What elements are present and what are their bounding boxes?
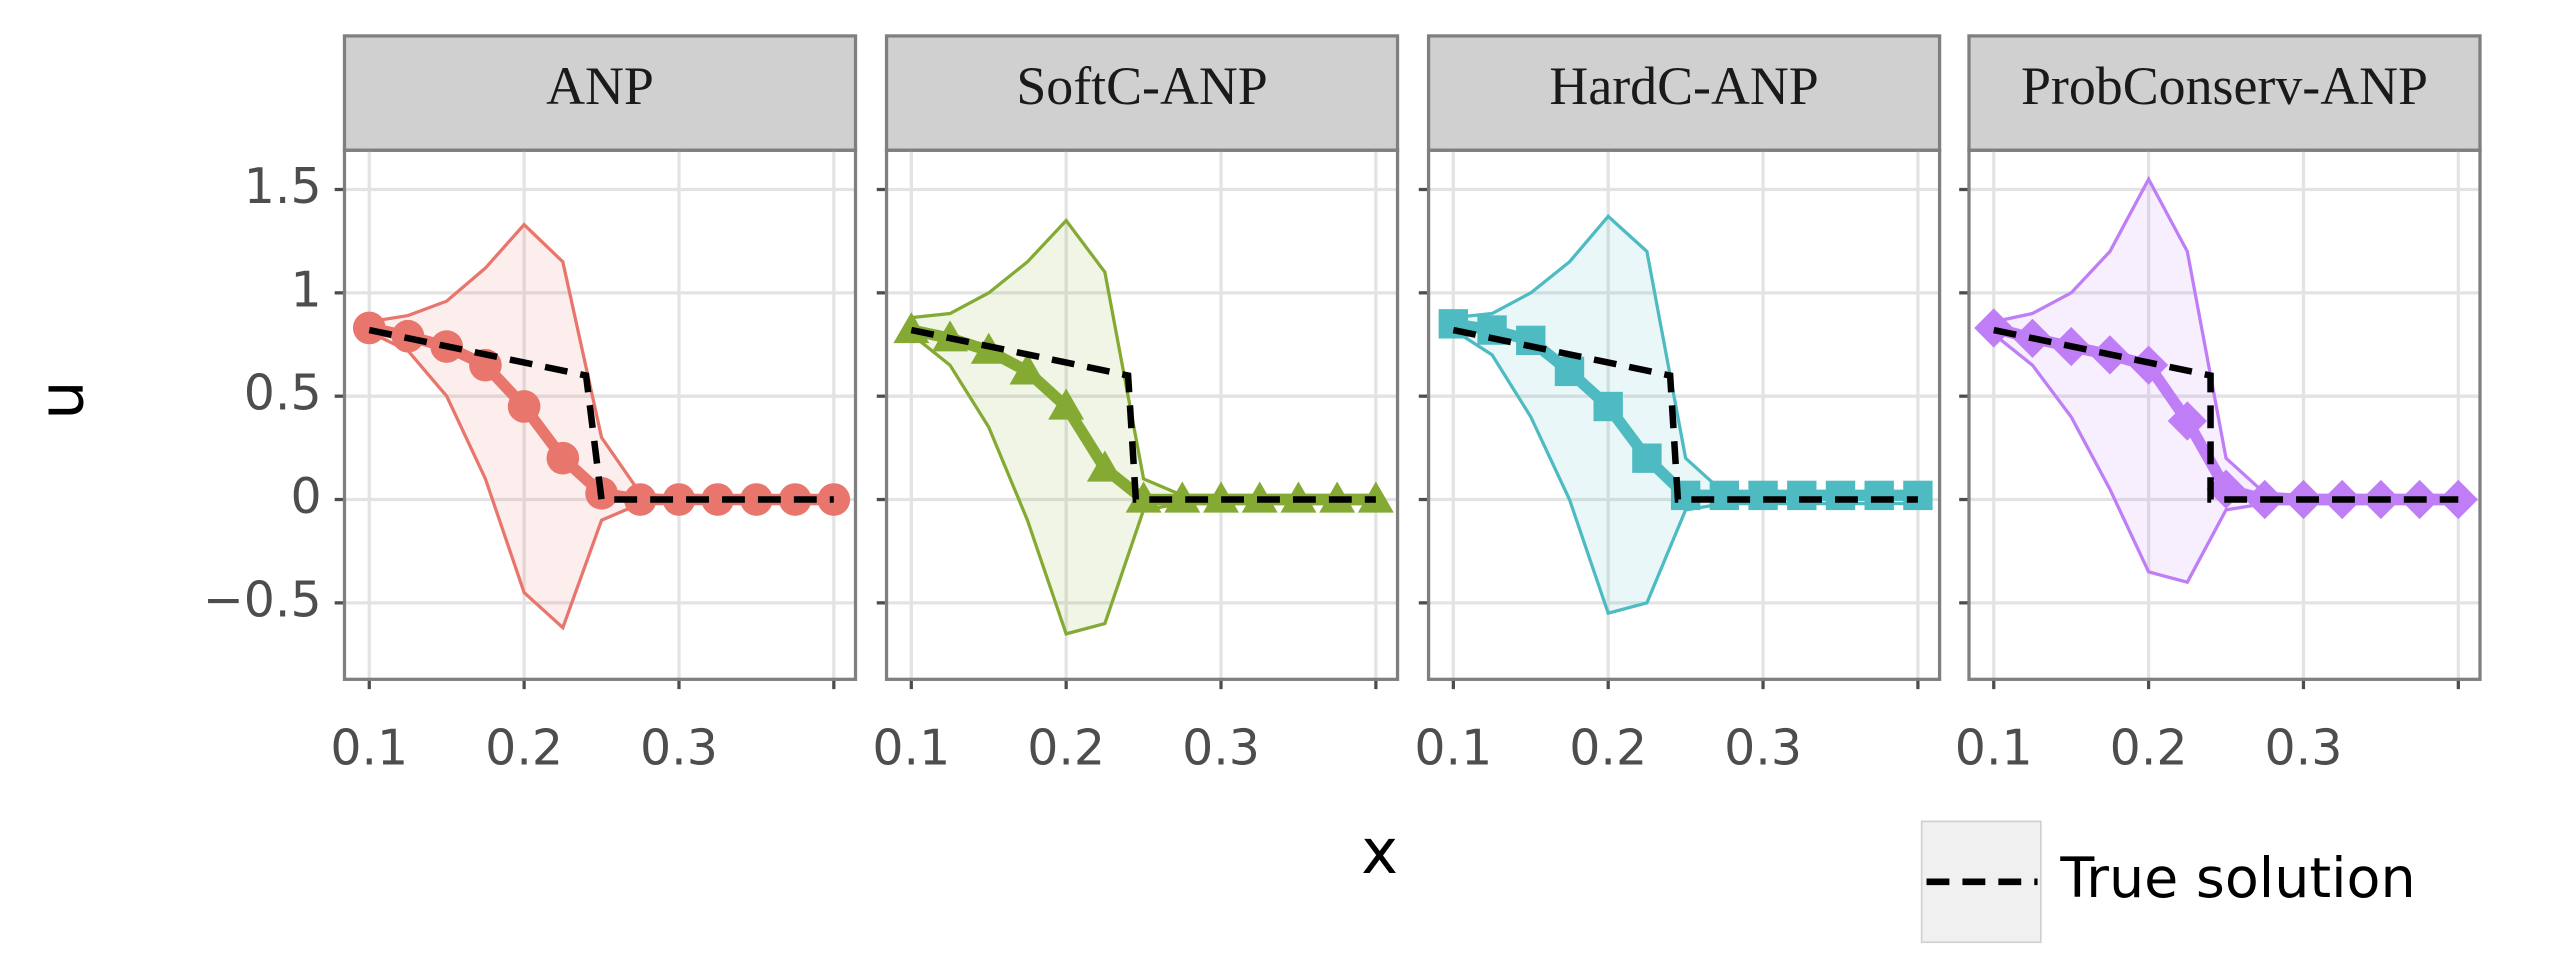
x-tick-label: 0.3 — [2265, 720, 2343, 777]
strip — [342, 34, 858, 152]
point — [1009, 353, 1046, 385]
strip-title: HardC-ANP — [1549, 56, 1818, 116]
point — [1554, 356, 1585, 387]
panel-border — [884, 148, 1400, 681]
y-tick-label: 0.5 — [244, 365, 322, 422]
uncertainty-band — [369, 224, 834, 628]
uncertainty-band — [911, 220, 1376, 634]
strip-title: ANP — [546, 56, 654, 116]
uncertainty-band — [1453, 216, 1918, 614]
y-tick-label: 1 — [290, 261, 321, 318]
x-tick-label: 0.3 — [1724, 720, 1802, 777]
point — [546, 441, 580, 475]
x-tick-label: 0.3 — [640, 720, 718, 777]
strip — [884, 34, 1400, 152]
point — [1164, 481, 1201, 513]
legend-label: True solution — [2059, 846, 2415, 911]
point — [623, 483, 657, 516]
x-tick-label: 0.2 — [485, 720, 563, 777]
point — [1048, 388, 1085, 420]
y-tick-label: −0.5 — [203, 571, 322, 628]
point — [1632, 443, 1662, 473]
point — [1125, 481, 1162, 513]
panel-border — [342, 148, 858, 681]
strip — [1967, 34, 2482, 152]
x-tick-label: 0.2 — [1027, 720, 1105, 777]
point — [662, 483, 696, 516]
x-tick-label: 0.2 — [2110, 720, 2188, 777]
panel-background — [1428, 150, 1940, 680]
point — [1086, 450, 1123, 482]
x-tick-label: 0.1 — [1414, 720, 1492, 777]
point — [1709, 480, 1740, 511]
true-solution-line — [1452, 326, 1918, 503]
point — [1748, 480, 1778, 511]
point — [701, 483, 735, 516]
point — [893, 312, 930, 344]
true-solution-line — [1993, 326, 2459, 503]
x-tick-label: 0.3 — [1182, 720, 1260, 777]
point — [1825, 480, 1856, 511]
point — [352, 311, 386, 345]
true-solution-line — [368, 326, 834, 503]
x-axis-title: x — [1361, 815, 1398, 888]
true-solution-line — [910, 326, 1376, 503]
point — [1864, 480, 1894, 511]
x-tick-label: 0.1 — [872, 720, 950, 777]
strip — [1426, 34, 1942, 152]
strip-title: SoftC-ANP — [1016, 56, 1267, 116]
strip-title: ProbConserv-ANP — [2021, 56, 2428, 116]
y-tick-label: 1.5 — [244, 158, 322, 215]
panel-border — [1426, 148, 1942, 681]
y-axis-title: u — [24, 380, 97, 419]
panel-border — [1967, 148, 2482, 681]
point — [1203, 481, 1239, 513]
point — [740, 483, 773, 516]
x-tick-label: 0.1 — [1955, 720, 2033, 777]
point — [1593, 391, 1623, 422]
x-tick-label: 0.1 — [330, 720, 408, 777]
point — [1787, 480, 1817, 511]
panel-background — [344, 150, 856, 680]
panel-background — [1968, 150, 2480, 680]
x-tick-label: 0.2 — [1569, 720, 1647, 777]
y-tick-label: 0 — [290, 468, 321, 525]
uncertainty-band — [1993, 179, 2459, 583]
panel-background — [886, 150, 1398, 680]
point — [1903, 480, 1933, 511]
point — [507, 390, 541, 423]
